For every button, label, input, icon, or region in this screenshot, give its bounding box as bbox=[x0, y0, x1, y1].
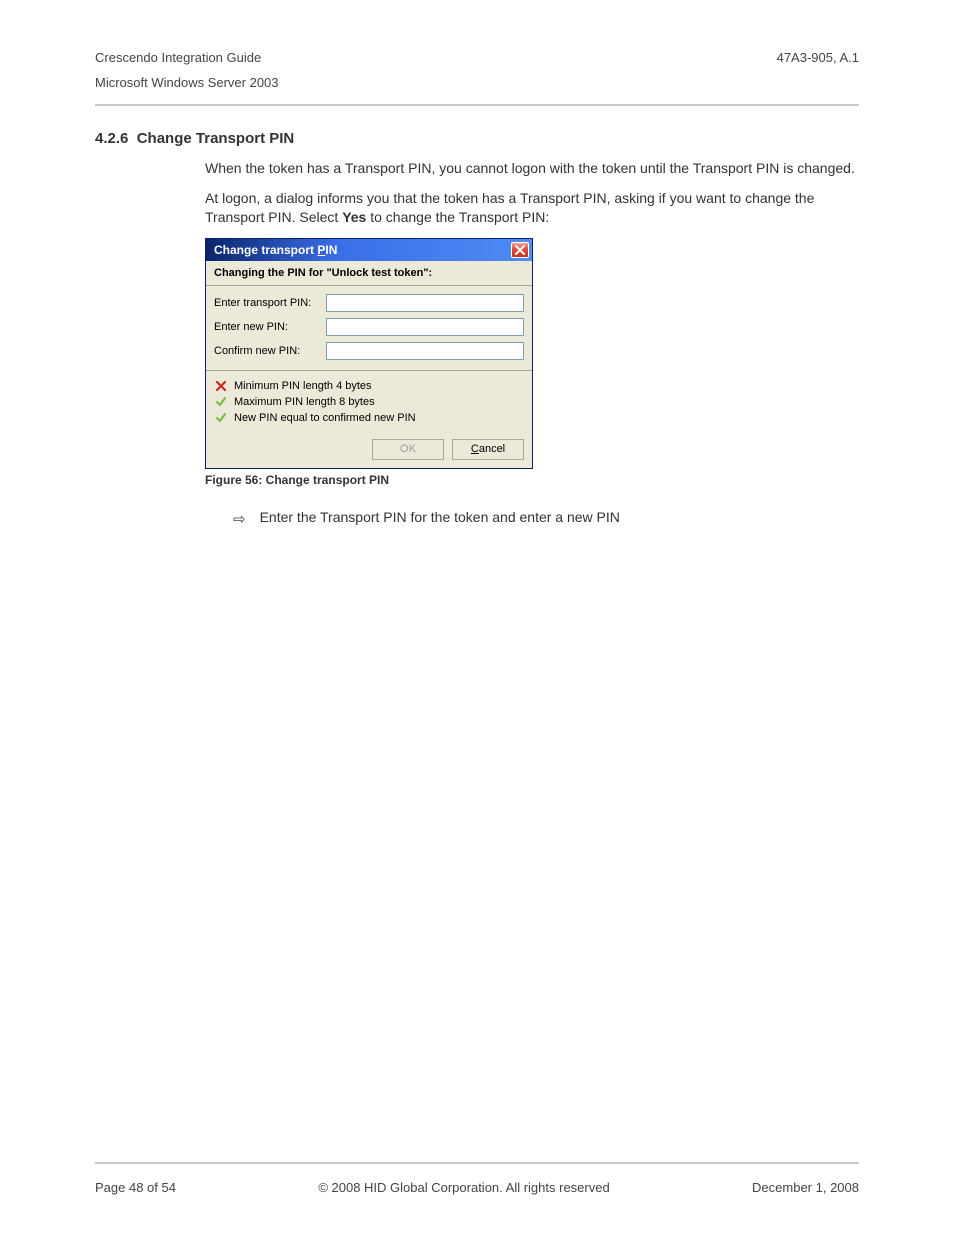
close-icon bbox=[515, 245, 525, 255]
paragraph-2: At logon, a dialog informs you that the … bbox=[205, 189, 859, 228]
arrow-icon: ⇨ bbox=[233, 509, 246, 530]
footer-right: December 1, 2008 bbox=[752, 1180, 859, 1195]
ok-button[interactable]: OK bbox=[372, 439, 444, 460]
header-left: Crescendo Integration Guide bbox=[95, 50, 261, 65]
cancel-button[interactable]: Cancel bbox=[452, 439, 524, 460]
check-icon bbox=[214, 395, 228, 409]
input-new-pin[interactable] bbox=[326, 318, 524, 336]
label-enter-new-pin: Enter new PIN: bbox=[214, 321, 326, 333]
close-button[interactable] bbox=[511, 242, 529, 258]
dialog-title: Change transport PIN bbox=[214, 243, 337, 257]
footer-left: Page 48 of 54 bbox=[95, 1180, 176, 1195]
rule-max-length: Maximum PIN length 8 bytes bbox=[214, 395, 524, 409]
header-right: 47A3-905, A.1 bbox=[777, 50, 859, 65]
figure-caption: Figure 56: Change transport PIN bbox=[205, 473, 859, 487]
input-confirm-pin[interactable] bbox=[326, 342, 524, 360]
cross-icon bbox=[214, 379, 228, 393]
input-transport-pin[interactable] bbox=[326, 294, 524, 312]
instruction-row: ⇨ Enter the Transport PIN for the token … bbox=[233, 509, 859, 530]
header-sub: Microsoft Windows Server 2003 bbox=[95, 75, 859, 90]
dialog-titlebar: Change transport PIN bbox=[206, 239, 532, 261]
label-confirm-new-pin: Confirm new PIN: bbox=[214, 345, 326, 357]
rule-min-length: Minimum PIN length 4 bytes bbox=[214, 379, 524, 393]
check-icon bbox=[214, 411, 228, 425]
label-enter-transport-pin: Enter transport PIN: bbox=[214, 297, 326, 309]
instruction-text: Enter the Transport PIN for the token an… bbox=[260, 509, 620, 525]
change-transport-pin-dialog: Change transport PIN Changing the PIN fo… bbox=[205, 238, 533, 469]
section-heading: 4.2.6 Change Transport PIN bbox=[95, 130, 859, 147]
rule-match: New PIN equal to confirmed new PIN bbox=[214, 411, 524, 425]
paragraph-1: When the token has a Transport PIN, you … bbox=[205, 159, 859, 179]
header-divider bbox=[95, 104, 859, 106]
footer-divider bbox=[95, 1162, 859, 1164]
dialog-subhead: Changing the PIN for "Unlock test token"… bbox=[206, 261, 532, 286]
footer-center: © 2008 HID Global Corporation. All right… bbox=[318, 1180, 609, 1195]
